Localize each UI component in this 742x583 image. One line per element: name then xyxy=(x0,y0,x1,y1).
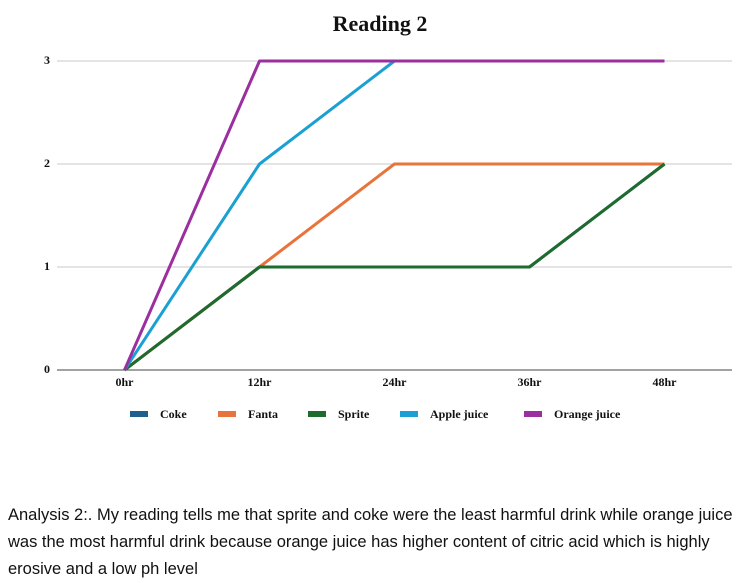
legend-swatch xyxy=(130,411,148,417)
legend-label: Coke xyxy=(160,407,187,421)
y-tick-label: 1 xyxy=(44,259,50,273)
x-tick-label: 48hr xyxy=(653,375,678,389)
x-tick-label: 12hr xyxy=(248,375,273,389)
legend-swatch xyxy=(400,411,418,417)
series-line xyxy=(123,59,665,371)
x-tick-label: 24hr xyxy=(383,375,408,389)
legend-label: Fanta xyxy=(248,407,278,421)
legend-label: Orange juice xyxy=(554,407,621,421)
series-line xyxy=(123,59,665,371)
series-line xyxy=(123,162,666,372)
legend-swatch xyxy=(308,411,326,417)
chart-title: Reading 2 xyxy=(333,11,428,36)
y-tick-label: 3 xyxy=(44,53,50,67)
chart: Reading 2 0 1 2 3 0hr 12hr 24hr 36hr 48hr Coke Fan… xyxy=(44,11,732,421)
x-tick-label: 36hr xyxy=(518,375,543,389)
x-tick-label: 0hr xyxy=(116,375,135,389)
y-tick-label: 0 xyxy=(44,362,50,376)
legend-label: Apple juice xyxy=(430,407,489,421)
y-tick-label: 2 xyxy=(44,156,50,170)
analysis-text: Analysis 2:. My reading tells me that sp… xyxy=(8,506,733,578)
legend-swatch xyxy=(218,411,236,417)
legend-swatch xyxy=(524,411,542,417)
legend-label: Sprite xyxy=(338,407,370,421)
